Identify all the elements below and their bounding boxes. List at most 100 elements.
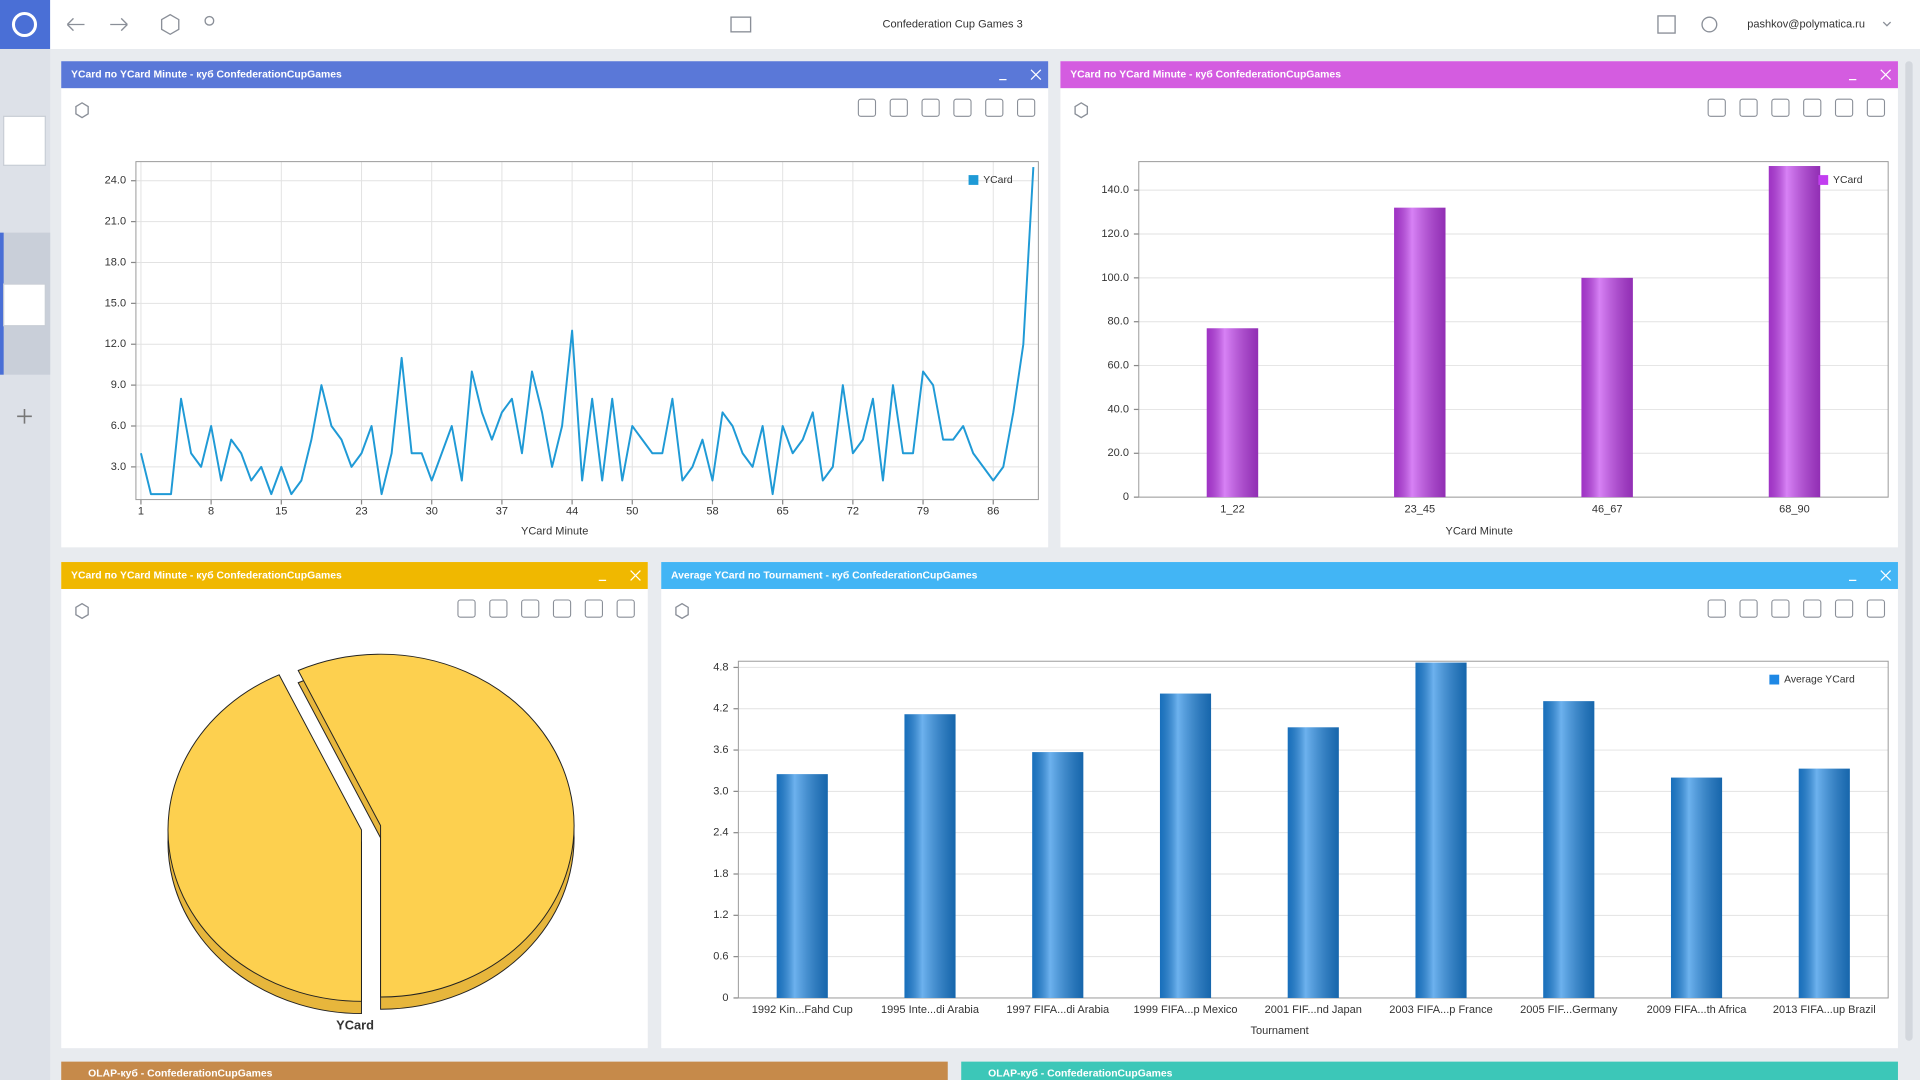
panel-body: [1060, 61, 1898, 548]
toolbar-button[interactable]: [1707, 98, 1726, 117]
toolbar-button[interactable]: [1707, 599, 1726, 618]
grid-button[interactable]: [1657, 15, 1676, 34]
x-tick-label: 65: [777, 506, 789, 518]
y-tick-label: 1.8: [713, 868, 728, 880]
x-tick-label: 1_22: [1220, 503, 1245, 515]
y-tick-label: 15.0: [105, 297, 126, 309]
cube-button[interactable]: [160, 13, 180, 36]
panel-header: [61, 61, 1049, 89]
panel-header: [961, 1061, 1898, 1080]
forward-button[interactable]: [110, 17, 128, 32]
x-tick-label: 1995 Inte...di Arabia: [881, 1004, 980, 1016]
y-tick-label: 3.6: [713, 744, 728, 756]
x-tick-label: 1992 Kin...Fahd Cup: [752, 1004, 853, 1016]
toolbar-button[interactable]: [1771, 599, 1790, 618]
toolbar-button[interactable]: [985, 98, 1004, 117]
toolbar-button[interactable]: [1866, 599, 1886, 618]
panel-header: [1060, 61, 1898, 89]
x-tick-label: 46_67: [1592, 503, 1623, 515]
toolbar-button[interactable]: [616, 599, 635, 618]
y-tick-label: 21.0: [105, 215, 126, 227]
add-layout[interactable]: [17, 408, 32, 424]
pie-label: YCard: [336, 1018, 374, 1033]
top-bar: [50, 0, 1920, 49]
y-tick-label: 6.0: [111, 420, 126, 432]
dashboard-title: Confederation Cup Games 3: [883, 18, 1023, 30]
bar-shine: [1581, 277, 1633, 498]
settings-button[interactable]: [1701, 16, 1718, 33]
x-tick-label: 30: [426, 506, 438, 518]
toolbar-button[interactable]: [921, 98, 940, 117]
window-controls: [598, 570, 641, 582]
bar-shine: [1415, 662, 1467, 998]
pie-slice: [167, 674, 362, 1002]
x-tick-label: 1997 FIFA...di Arabia: [1006, 1004, 1110, 1016]
y-tick-label: 4.8: [713, 661, 728, 673]
legend-label: YCard: [983, 175, 1013, 186]
scrollbar[interactable]: [1905, 61, 1913, 1041]
y-tick-label: 100.0: [1101, 272, 1129, 284]
x-tick-label: 79: [917, 506, 929, 518]
toolbar-button[interactable]: [1739, 599, 1758, 618]
toolbar-button[interactable]: [1866, 98, 1886, 117]
window-controls: [999, 69, 1042, 81]
users-button[interactable]: [204, 15, 215, 26]
toolbar-button[interactable]: [1834, 98, 1854, 117]
panel-title: YCard по YCard Minute - куб Confederatio…: [71, 569, 342, 581]
toolbar-button[interactable]: [1771, 98, 1790, 117]
toolbar-button[interactable]: [953, 98, 972, 117]
layout-thumb[interactable]: [3, 115, 46, 166]
toolbar-button[interactable]: [1803, 98, 1822, 117]
y-tick-label: 18.0: [105, 256, 126, 268]
active-indicator: [0, 232, 4, 375]
y-tick-label: 9.0: [111, 379, 126, 391]
legend-label: Average YCard: [1784, 674, 1855, 685]
x-axis-title: YCard Minute: [521, 525, 588, 537]
panel-header: [61, 562, 648, 589]
y-tick-label: 4.2: [713, 703, 728, 715]
back-button[interactable]: [66, 17, 85, 32]
y-tick-label: 2.4: [713, 827, 728, 839]
data-line: [139, 167, 1035, 496]
y-tick-label: 20.0: [1108, 447, 1129, 459]
y-tick-label: 24.0: [105, 175, 126, 187]
x-tick-label: 72: [847, 506, 859, 518]
x-tick-label: 50: [626, 506, 638, 518]
panel-title: YCard по YCard Minute - куб Confederatio…: [71, 68, 342, 80]
x-tick-label: 2009 FIFA...th Africa: [1647, 1004, 1748, 1016]
panel: YCard по YCard Minute - куб Confederatio…: [1060, 61, 1898, 548]
y-tick-label: 12.0: [105, 338, 126, 350]
panel-cube-icon: [1074, 102, 1089, 119]
panel-body: [61, 61, 1049, 548]
user-name[interactable]: pashkov@polymatica.ru: [1747, 18, 1865, 30]
user-menu[interactable]: [1882, 21, 1892, 27]
x-tick-label: 2005 FIF...Germany: [1520, 1004, 1618, 1016]
toolbar-button[interactable]: [489, 599, 508, 618]
toolbar-button[interactable]: [584, 599, 603, 618]
y-tick-label: 60.0: [1108, 359, 1129, 371]
toolbar-button[interactable]: [457, 599, 476, 618]
panel-header: [61, 1061, 948, 1080]
toolbar-button[interactable]: [857, 98, 877, 117]
toolbar-button[interactable]: [1739, 98, 1758, 117]
y-tick-label: 140.0: [1101, 184, 1129, 196]
y-tick-label: 40.0: [1108, 403, 1129, 415]
x-axis-title: YCard Minute: [1446, 525, 1513, 537]
toolbar-button[interactable]: [889, 98, 908, 117]
x-tick-label: 1: [138, 506, 144, 518]
toolbar-button[interactable]: [1017, 98, 1036, 117]
toolbar-button[interactable]: [521, 599, 540, 618]
panel-title: OLAP-куб - ConfederationCupGames: [88, 1068, 272, 1080]
bar-shine: [1159, 693, 1212, 998]
x-tick-label: 2003 FIFA...p France: [1389, 1004, 1492, 1016]
toolbar-button[interactable]: [552, 599, 572, 618]
bar-shine: [1287, 727, 1339, 998]
y-tick-label: 0: [722, 992, 728, 1004]
toolbar-button[interactable]: [1803, 599, 1822, 618]
toolbar-button[interactable]: [1834, 599, 1854, 618]
logo[interactable]: [0, 0, 51, 49]
panel-cube-icon: [75, 602, 89, 620]
layout-button[interactable]: [730, 16, 752, 33]
